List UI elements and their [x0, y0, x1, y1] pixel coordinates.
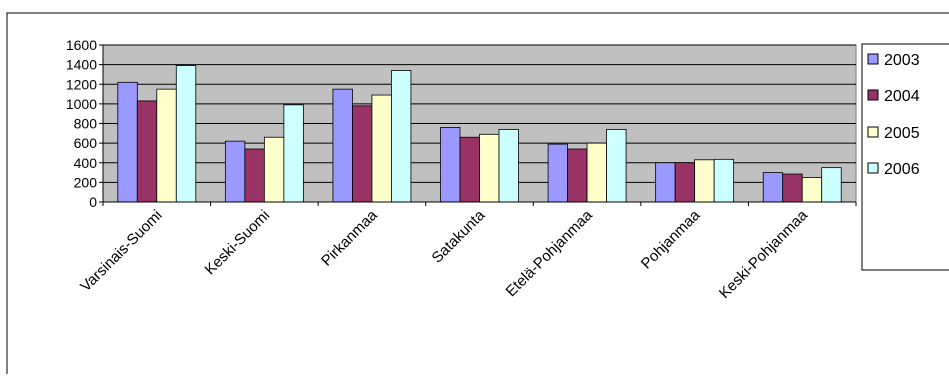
- bar-2003-0: [117, 81, 138, 203]
- bar-2006-3: [498, 128, 519, 203]
- legend-label-2005: 2005: [884, 125, 920, 142]
- bar-2006-2: [391, 70, 412, 203]
- y-tick-label: 1600: [66, 37, 97, 53]
- legend: 2003 2004 2005 2006: [861, 43, 949, 271]
- bar-2004-6: [782, 173, 803, 203]
- bar-2003-1: [224, 140, 246, 203]
- y-tick-label: 400: [74, 155, 98, 171]
- bar-2005-1: [263, 136, 285, 203]
- bar-2004-4: [567, 148, 588, 203]
- bar-2005-0: [156, 88, 177, 203]
- y-tick-label: 1200: [66, 76, 97, 92]
- legend-label-2003: 2003: [884, 52, 920, 69]
- bar-2005-6: [801, 177, 823, 203]
- bar-2004-3: [459, 136, 480, 203]
- bar-2004-5: [674, 162, 696, 203]
- legend-box: [861, 43, 949, 271]
- bar-2006-5: [713, 158, 735, 203]
- bar-2004-0: [136, 100, 158, 203]
- bar-series: [117, 65, 842, 203]
- y-tick-label: 1400: [66, 57, 97, 73]
- legend-swatch-2003: [867, 53, 879, 65]
- legend-label-2004: 2004: [884, 88, 920, 105]
- bar-2005-4: [586, 142, 607, 203]
- bar-2006-1: [283, 104, 304, 203]
- y-tick-label: 1000: [66, 96, 97, 112]
- bar-2003-6: [762, 172, 784, 203]
- bar-2003-2: [332, 88, 353, 203]
- bar-2004-2: [352, 105, 373, 203]
- legend-swatch-2005: [867, 126, 879, 138]
- bar-2005-3: [479, 133, 500, 203]
- bar-2003-5: [655, 162, 676, 203]
- y-axis-ticks: 0 200 400 600 800 1000 1200 1400 1600: [66, 37, 103, 210]
- bar-2005-5: [694, 159, 715, 203]
- bar-2006-4: [606, 128, 627, 203]
- bar-2006-0: [175, 65, 197, 203]
- legend-label-2006: 2006: [884, 161, 920, 178]
- bar-2003-3: [440, 127, 461, 203]
- bar-2005-2: [371, 94, 392, 203]
- y-tick-label: 0: [89, 194, 97, 210]
- y-tick-label: 600: [74, 135, 98, 151]
- bar-2003-4: [547, 143, 568, 203]
- y-tick-label: 200: [74, 174, 98, 190]
- y-tick-label: 800: [74, 116, 98, 132]
- legend-swatch-2004: [867, 89, 879, 101]
- bar-2004-1: [244, 148, 265, 203]
- legend-swatch-2006: [867, 162, 879, 174]
- bar-2006-6: [821, 167, 842, 203]
